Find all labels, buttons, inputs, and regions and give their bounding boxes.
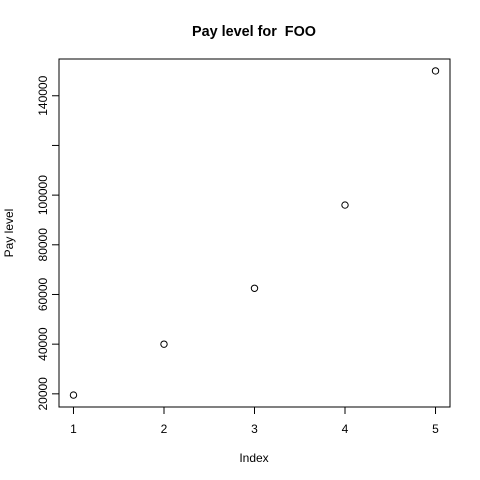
y-tick-label: 100000 [36, 175, 50, 215]
y-axis-label: Pay level [2, 209, 16, 258]
data-point [341, 201, 349, 209]
plot-frame [58, 58, 451, 408]
y-tick-label: 80000 [36, 228, 50, 262]
y-tick-label: 20000 [36, 377, 50, 411]
x-tick-label: 1 [70, 422, 77, 436]
x-tick-label: 4 [342, 422, 349, 436]
data-points [69, 67, 440, 399]
x-tick-label: 5 [432, 422, 439, 436]
chart-title: Pay level for FOO [192, 24, 316, 40]
x-tick-label: 3 [251, 422, 258, 436]
data-point [250, 284, 259, 292]
x-axis: 1 2 3 4 5 [70, 406, 439, 436]
y-axis: 20000 40000 60000 80000 100000 140000 [36, 75, 60, 411]
data-point [69, 391, 78, 399]
data-point [160, 340, 168, 348]
x-tick-label: 2 [161, 422, 168, 436]
y-tick-label: 40000 [36, 327, 50, 361]
x-axis-label: Index [239, 451, 268, 465]
y-tick-label: 60000 [36, 277, 50, 311]
y-tick-label: 140000 [36, 75, 50, 115]
data-point [431, 67, 440, 75]
